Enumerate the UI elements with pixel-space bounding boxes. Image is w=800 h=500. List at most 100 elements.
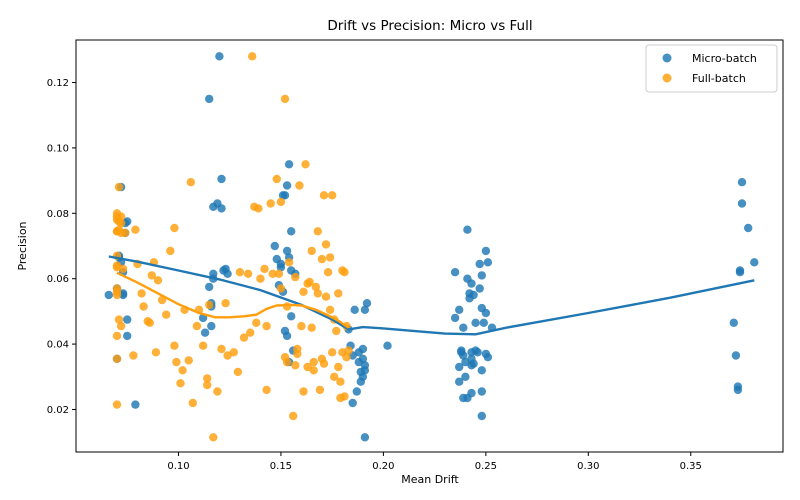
- plot-frame: [75, 39, 784, 453]
- data-point: [207, 321, 216, 331]
- data-point: [299, 287, 308, 296]
- data-point: [469, 359, 478, 368]
- data-point: [483, 353, 493, 362]
- legend-label: Micro-batch: [692, 52, 757, 65]
- data-point: [284, 160, 294, 169]
- data-point: [213, 387, 222, 396]
- data-point: [223, 269, 232, 278]
- data-point: [332, 326, 341, 336]
- data-point: [162, 310, 171, 319]
- data-point: [131, 400, 140, 409]
- trend-line-micro-batch: [108, 255, 755, 336]
- data-point: [291, 361, 300, 370]
- data-point: [151, 348, 161, 357]
- data-point: [299, 387, 308, 396]
- data-point: [112, 290, 122, 300]
- data-point: [311, 282, 320, 292]
- data-point: [293, 349, 302, 359]
- data-point: [166, 246, 175, 256]
- data-point: [481, 246, 491, 256]
- data-point: [170, 341, 179, 350]
- data-point: [467, 279, 476, 288]
- data-point: [112, 331, 122, 341]
- y-axis-title: Precision: [16, 221, 29, 270]
- data-point: [116, 212, 126, 221]
- y-axis: 0.02 0.04 0.06 0.08 0.10 0.12: [47, 78, 76, 416]
- data-point: [729, 318, 738, 327]
- data-point: [276, 284, 286, 293]
- data-point: [243, 269, 253, 278]
- y-tick-label: 0.04: [47, 340, 69, 351]
- data-point: [467, 388, 476, 398]
- data-point: [473, 348, 482, 357]
- data-point: [330, 372, 339, 381]
- data-point: [319, 359, 329, 368]
- data-point: [203, 374, 212, 383]
- data-point: [313, 227, 322, 236]
- data-point: [750, 258, 759, 267]
- data-point: [307, 246, 316, 256]
- x-tick-label: 0.20: [372, 461, 394, 472]
- data-point: [116, 218, 126, 228]
- y-tick-label: 0.08: [47, 209, 69, 220]
- data-point: [203, 380, 212, 390]
- data-point: [205, 282, 214, 292]
- data-point: [731, 351, 741, 360]
- x-tick-label: 0.10: [167, 461, 189, 472]
- data-point: [274, 269, 284, 278]
- data-point: [123, 315, 132, 324]
- data-point: [325, 305, 335, 314]
- data-point: [328, 191, 337, 200]
- data-point: [276, 197, 286, 207]
- data-point: [358, 372, 368, 381]
- x-tick-label: 0.30: [577, 461, 599, 472]
- data-point: [215, 52, 224, 61]
- data-point: [198, 341, 208, 350]
- data-point: [358, 354, 368, 363]
- data-point: [192, 321, 202, 331]
- data-point: [287, 312, 296, 321]
- data-point: [221, 299, 230, 308]
- data-point: [280, 94, 290, 104]
- data-point: [176, 379, 185, 388]
- data-point: [309, 366, 318, 375]
- data-point: [471, 318, 480, 327]
- data-point: [737, 178, 747, 187]
- legend-label: Full-batch: [692, 72, 746, 85]
- data-point: [233, 367, 243, 377]
- data-point: [475, 284, 484, 293]
- data-point: [313, 289, 322, 298]
- data-point: [450, 313, 460, 323]
- legend-marker: [662, 53, 672, 63]
- data-point: [461, 372, 470, 381]
- data-point: [172, 357, 181, 367]
- data-point: [305, 277, 314, 287]
- data-point: [358, 344, 368, 354]
- data-point: [104, 290, 114, 300]
- data-point: [323, 268, 333, 277]
- data-point: [289, 411, 298, 421]
- x-tick-label: 0.35: [680, 461, 702, 472]
- data-point: [200, 328, 210, 337]
- data-point: [114, 315, 124, 324]
- data-point: [291, 272, 300, 282]
- data-point: [248, 52, 257, 61]
- data-point: [319, 191, 329, 200]
- data-point: [735, 268, 745, 277]
- legend: Micro-batch Full-batch: [645, 44, 778, 93]
- data-point: [477, 387, 486, 396]
- data-point: [131, 225, 140, 234]
- data-point: [360, 305, 370, 314]
- data-point: [295, 181, 304, 190]
- data-point: [301, 160, 310, 169]
- data-point: [145, 318, 154, 327]
- data-point: [479, 318, 488, 327]
- data-point: [317, 254, 327, 264]
- data-point: [139, 302, 148, 311]
- data-point: [455, 305, 464, 314]
- data-point: [153, 276, 163, 285]
- trend-line-full-batch: [116, 271, 350, 329]
- data-point: [469, 290, 478, 300]
- y-tick-label: 0.06: [47, 274, 69, 285]
